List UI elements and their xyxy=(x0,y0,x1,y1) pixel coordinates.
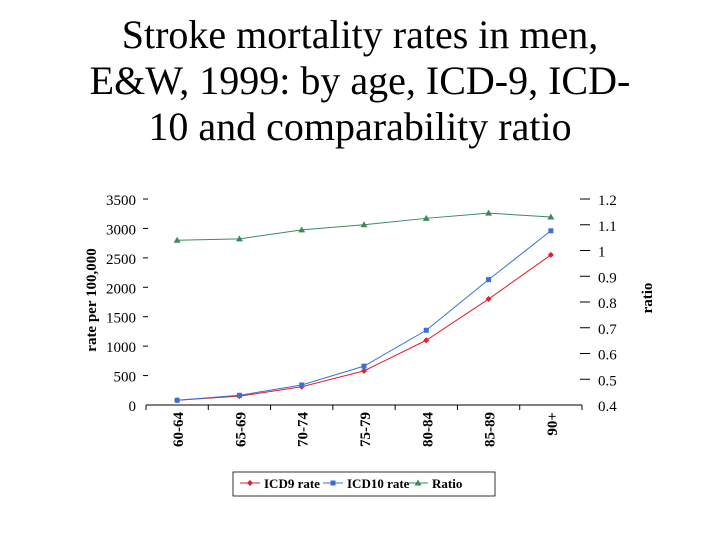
title-line-1: Stroke mortality rates in men, xyxy=(121,12,599,57)
data-point-icd10-rate xyxy=(361,363,367,369)
data-point-icd10-rate xyxy=(423,327,429,333)
data-point-icd10-rate xyxy=(486,277,492,283)
data-point-icd9-rate xyxy=(361,367,367,374)
data-point-ratio xyxy=(485,209,493,216)
data-point-icd10-rate xyxy=(548,228,554,234)
data-point-ratio xyxy=(422,214,430,221)
y2-tick-label: 0.7 xyxy=(598,322,617,338)
x-tick-label: 85-89 xyxy=(483,412,499,447)
y2-tick-label: 0.4 xyxy=(598,399,617,415)
y-tick-label: 500 xyxy=(114,370,137,386)
y-tick-label: 1000 xyxy=(106,340,136,356)
x-tick-label: 90+ xyxy=(545,412,561,436)
series-line-icd10-rate xyxy=(177,230,552,401)
legend-box xyxy=(232,471,496,497)
y-tick-label: 2000 xyxy=(106,281,136,297)
x-tick-label: 70-74 xyxy=(296,412,312,447)
title-line-3: 10 and comparability ratio xyxy=(148,104,572,149)
legend-label-icd9-rate: ICD9 rate xyxy=(264,476,320,491)
series-line-icd9-rate xyxy=(177,254,552,401)
y-axis-label: rate per 100,000 xyxy=(84,248,100,351)
data-point-icd9-rate xyxy=(423,337,430,344)
y2-tick-label: 0.6 xyxy=(598,348,617,364)
title-line-2: E&W, 1999: by age, ICD-9, ICD- xyxy=(89,58,631,103)
data-point-ratio xyxy=(173,236,181,243)
legend: ICD9 rate ICD10 rate Ratio xyxy=(232,471,496,497)
y2-tick-label: 0.8 xyxy=(598,296,617,312)
y2-tick-label: 1.1 xyxy=(598,219,617,235)
data-point-ratio xyxy=(360,221,368,228)
x-tick-label: 80-84 xyxy=(420,412,436,447)
x-tick-label: 65-69 xyxy=(233,412,249,447)
y2-tick-label: 1 xyxy=(598,245,606,261)
data-point-icd9-rate xyxy=(547,251,554,258)
y-tick-label: 0 xyxy=(129,399,137,415)
data-point-icd9-rate xyxy=(485,296,492,303)
slide-title: Stroke mortality rates in men, E&W, 1999… xyxy=(0,12,720,150)
x-tick-label: 75-79 xyxy=(358,412,374,447)
data-point-ratio xyxy=(235,235,243,242)
legend-label-ratio: Ratio xyxy=(432,476,462,491)
data-point-icd10-rate xyxy=(236,392,242,398)
y-tick-label: 1500 xyxy=(106,311,136,327)
data-point-ratio xyxy=(298,226,306,233)
y2-tick-label: 0.9 xyxy=(598,270,617,286)
y2-tick-label: 0.5 xyxy=(598,373,617,389)
y-tick-label: 3000 xyxy=(106,222,136,238)
y2-axis-label: ratio xyxy=(640,283,656,314)
legend-marker-ratio xyxy=(414,479,422,486)
legend-label-icd10-rate: ICD10 rate xyxy=(347,476,410,491)
data-point-ratio xyxy=(547,213,555,220)
y-tick-label: 2500 xyxy=(106,252,136,268)
y2-tick-label: 1.2 xyxy=(598,193,617,209)
y-tick-label: 3500 xyxy=(106,193,136,209)
x-tick-label: 60-64 xyxy=(171,412,187,447)
legend-marker-icd9-rate xyxy=(247,480,253,486)
data-point-icd10-rate xyxy=(174,397,180,403)
data-point-icd10-rate xyxy=(299,382,305,388)
legend-marker-icd10-rate xyxy=(330,480,336,486)
